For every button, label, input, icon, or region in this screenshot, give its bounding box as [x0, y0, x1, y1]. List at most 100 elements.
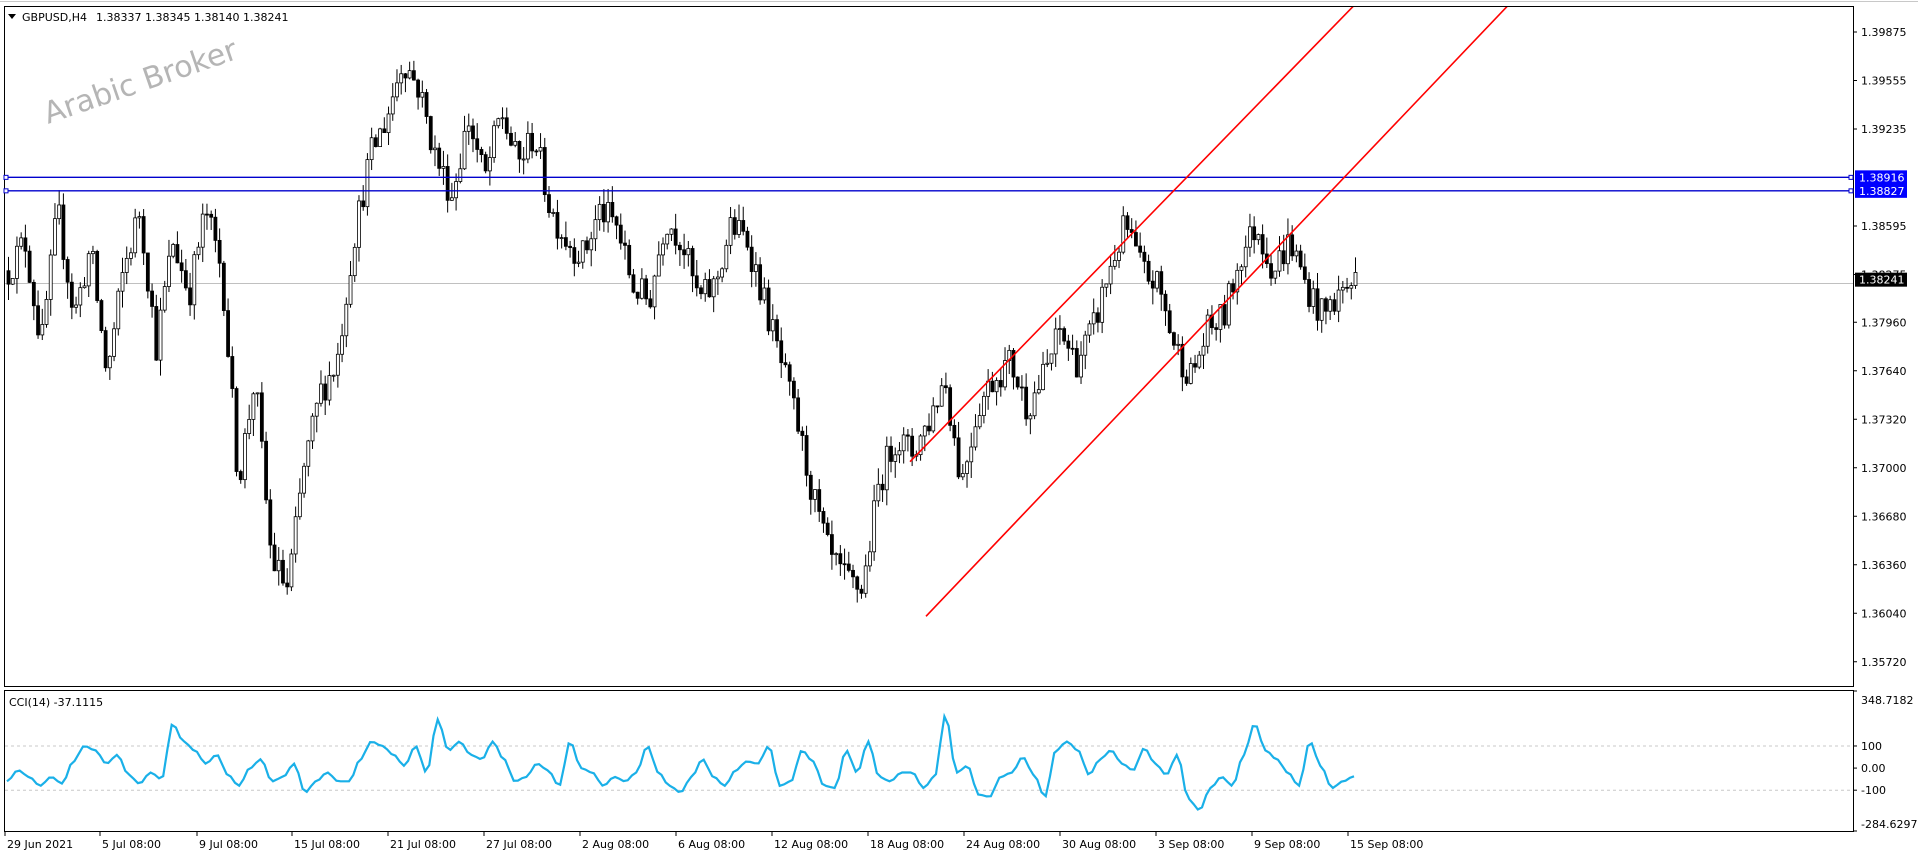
candle	[91, 245, 95, 265]
cci-gridlines	[5, 745, 1853, 791]
candle	[386, 106, 391, 145]
candle	[576, 250, 581, 268]
candle	[475, 123, 480, 163]
time-tick-label: 30 Aug 08:00	[1062, 838, 1136, 851]
candle	[1302, 253, 1307, 284]
candle	[720, 267, 725, 283]
candle	[1096, 307, 1100, 333]
level-price-tag: 1.38827	[1855, 183, 1907, 198]
candle	[969, 432, 974, 478]
candle	[787, 361, 792, 396]
candle	[399, 64, 404, 95]
candle	[48, 249, 53, 316]
candle	[483, 151, 488, 174]
candle	[293, 506, 298, 563]
channel-line[interactable]	[909, 5, 1354, 463]
candle	[82, 277, 87, 289]
candle	[859, 584, 864, 599]
candle	[817, 479, 822, 522]
candle	[593, 205, 598, 252]
candle	[1083, 330, 1088, 370]
channel-lines[interactable]	[909, 5, 1508, 617]
candle	[167, 239, 171, 293]
candle	[192, 251, 197, 320]
cci-tick-label: -100	[1861, 784, 1886, 797]
candle	[1340, 280, 1345, 304]
cci-tick-label: 0.00	[1861, 762, 1886, 775]
candle	[40, 308, 45, 341]
candle	[1087, 320, 1092, 343]
candle	[1028, 413, 1033, 435]
candle	[183, 259, 188, 291]
candle	[348, 261, 353, 308]
candle	[1117, 247, 1121, 269]
symbol-dropdown-icon[interactable]	[8, 14, 16, 19]
candle	[230, 346, 235, 398]
candle	[977, 403, 982, 430]
main-plot-frame	[4, 6, 1854, 687]
channel-line[interactable]	[925, 5, 1508, 617]
candle	[813, 489, 817, 513]
time-tick-label: 3 Sep 08:00	[1158, 838, 1224, 851]
candle	[162, 280, 167, 313]
candle	[534, 148, 539, 157]
time-axis: 29 Jun 2021 5 Jul 08:00 9 Jul 08:00 15 Jul …	[4, 831, 1423, 851]
candle	[796, 389, 801, 435]
candle	[775, 314, 779, 348]
candle	[407, 61, 412, 80]
candle	[272, 532, 277, 572]
candle	[614, 215, 619, 240]
symbol-label: GBPUSD,H4	[22, 11, 87, 24]
candle	[901, 427, 906, 464]
candle	[808, 470, 813, 515]
candle	[390, 83, 395, 121]
candle	[728, 206, 733, 255]
support-resistance-line[interactable]	[3, 188, 1854, 194]
candle	[238, 469, 243, 484]
candle	[61, 193, 66, 270]
candle	[669, 228, 674, 242]
candle	[665, 233, 670, 250]
candle	[1062, 326, 1067, 345]
candle	[471, 118, 475, 153]
price-axis: 1.398751.395551.392351.385951.382751.379…	[1853, 26, 1907, 669]
candle	[340, 323, 344, 363]
candle	[1248, 213, 1252, 257]
candle	[74, 296, 78, 314]
candle	[563, 221, 568, 251]
candle	[863, 554, 868, 598]
candle	[982, 391, 986, 424]
cci-series	[6, 712, 1355, 811]
candle	[538, 133, 543, 159]
candle	[323, 375, 328, 416]
candle	[897, 442, 902, 464]
horizontal-levels[interactable]	[3, 174, 1854, 194]
candle	[103, 326, 108, 372]
candle	[1294, 244, 1299, 263]
candle	[521, 146, 526, 175]
price-tick-label: 1.35720	[1861, 656, 1907, 669]
candle	[770, 304, 775, 342]
candle	[956, 421, 961, 480]
time-tick-label: 27 Jul 08:00	[486, 838, 552, 851]
candle	[601, 189, 606, 232]
candle	[1049, 353, 1054, 371]
candle	[209, 210, 214, 230]
candle	[699, 285, 703, 300]
candle	[268, 489, 273, 559]
time-tick-label: 9 Sep 08:00	[1254, 838, 1320, 851]
candle	[960, 464, 965, 481]
candle	[124, 246, 129, 285]
svg-text:1.38241: 1.38241	[1859, 274, 1905, 287]
candle	[378, 127, 382, 148]
indicator-plot-frame	[4, 690, 1854, 832]
candle	[1319, 298, 1324, 333]
support-resistance-line[interactable]	[3, 174, 1854, 180]
candle	[1243, 235, 1248, 278]
candle	[112, 322, 116, 362]
candle	[500, 107, 505, 130]
candle	[1172, 331, 1176, 350]
candle	[585, 236, 589, 254]
